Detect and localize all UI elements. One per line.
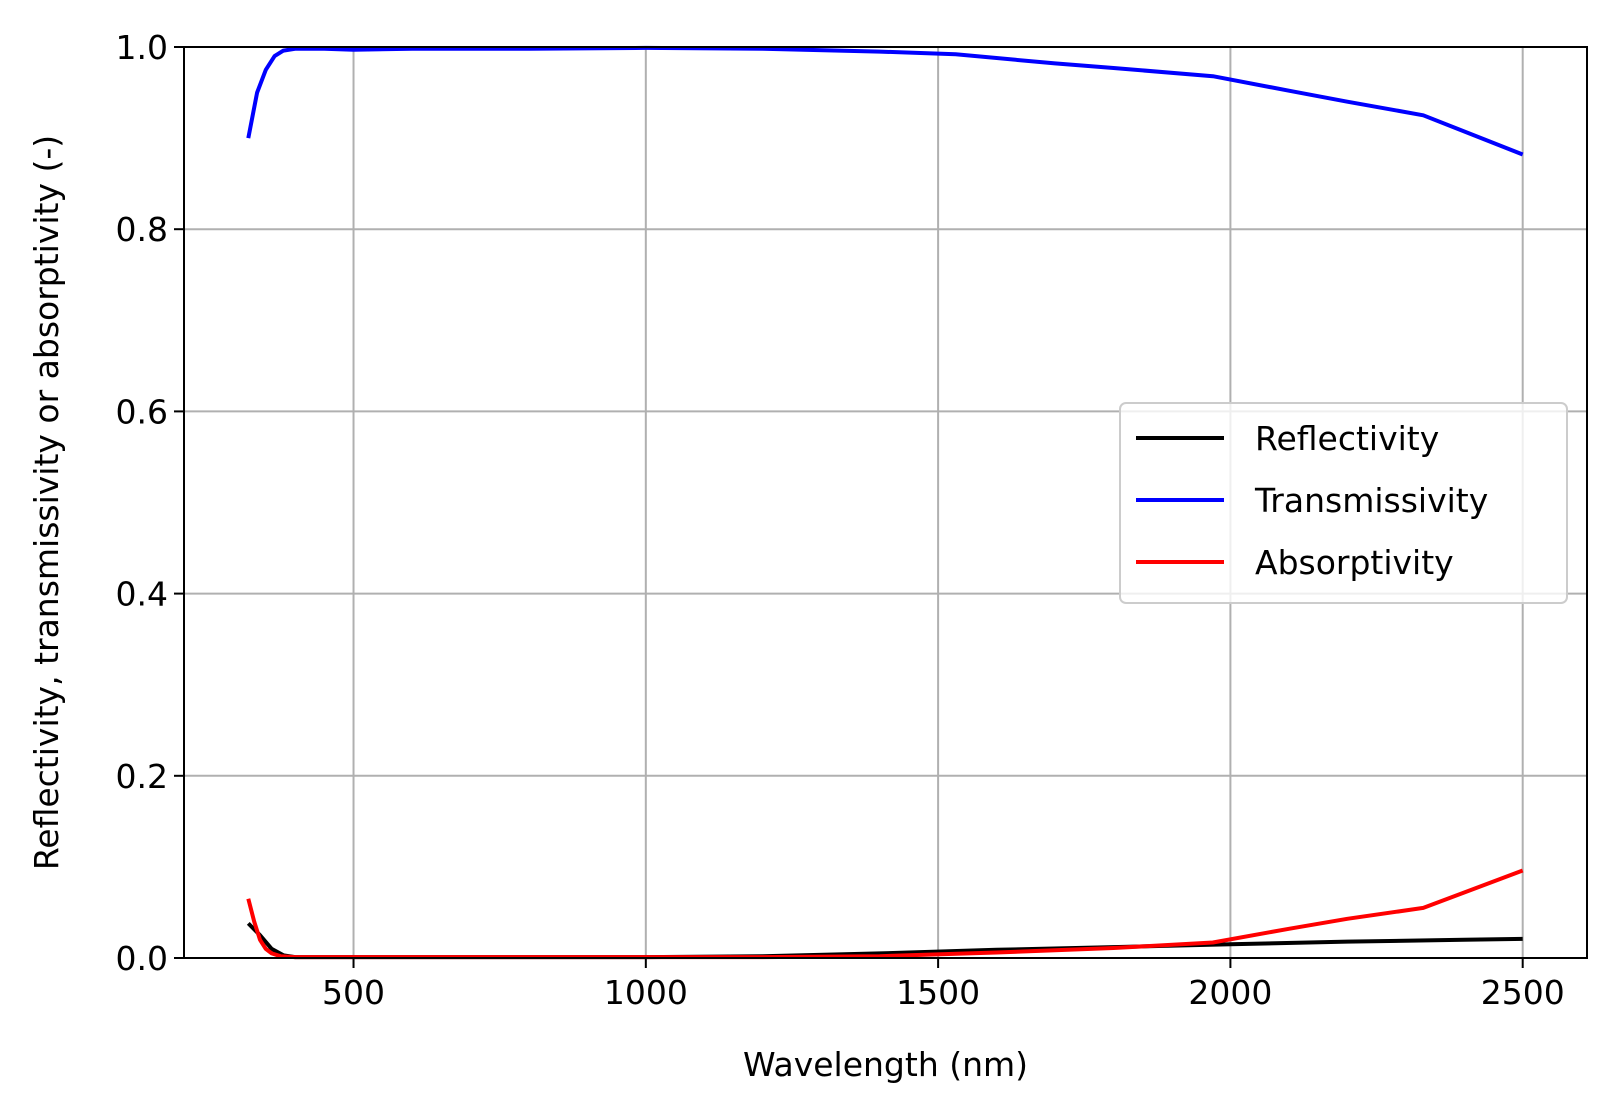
y-tick-label: 0.2 — [116, 757, 168, 796]
legend: Reflectivity Transmissivity Absorptivity — [1119, 402, 1568, 604]
x-tick-label: 2000 — [1188, 973, 1272, 1012]
x-tick-label: 2500 — [1481, 973, 1565, 1012]
series-line-transmissivity — [246, 45, 1524, 157]
axis-ticks: 500 1000 1500 2000 2500 0.0 0.2 0.4 0.6 0.8 1.0 — [116, 28, 1565, 1012]
plot-frame — [183, 46, 1588, 959]
legend-label-absorptivity: Absorptivity — [1255, 543, 1454, 582]
y-axis-label: Reflectivity, transmissivity or absorpti… — [27, 135, 66, 870]
y-tick-label: 0.6 — [116, 392, 168, 431]
y-tick-label: 0.8 — [116, 210, 168, 249]
y-tick-label: 1.0 — [116, 28, 168, 67]
x-tick-label: 1500 — [896, 973, 980, 1012]
y-tick-label: 0.0 — [116, 939, 168, 978]
y-tick-label: 0.4 — [116, 575, 168, 614]
x-axis-label: Wavelength (nm) — [743, 1045, 1028, 1084]
x-tick-label: 1000 — [604, 973, 688, 1012]
legend-label-reflectivity: Reflectivity — [1255, 419, 1439, 458]
x-tick-label: 500 — [322, 973, 385, 1012]
legend-label-transmissivity: Transmissivity — [1254, 481, 1488, 520]
legend-box — [1119, 402, 1568, 604]
